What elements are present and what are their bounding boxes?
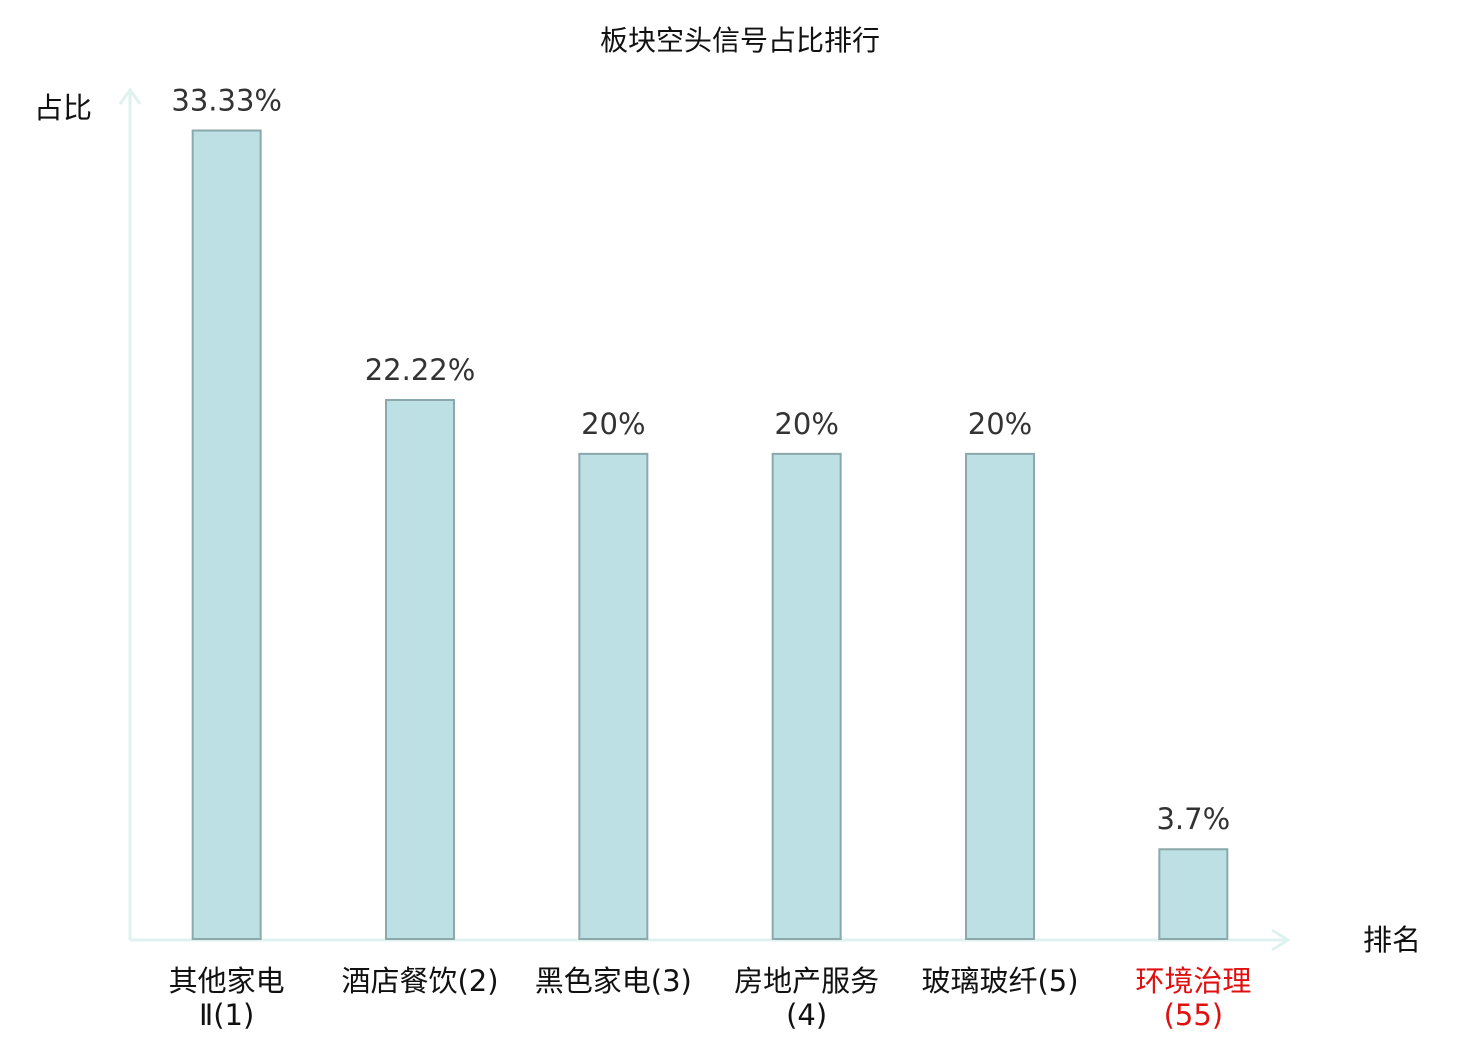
- value-label: 22.22%: [365, 353, 476, 387]
- x-tick-label: 酒店餐饮(2): [341, 964, 499, 998]
- value-label: 3.7%: [1156, 802, 1230, 836]
- bar: [1158, 848, 1229, 941]
- x-tick-label: 房地产服务(4): [734, 964, 880, 1032]
- bar: [191, 129, 262, 941]
- y-axis-label: 占比: [34, 91, 92, 125]
- value-label: 20%: [774, 407, 838, 441]
- value-label: 20%: [968, 407, 1032, 441]
- bar: [578, 452, 649, 940]
- x-tick-label: 黑色家电(3): [534, 964, 692, 998]
- x-axis-arrow: [1271, 928, 1291, 952]
- y-axis-arrow: [118, 87, 142, 105]
- x-tick-label: 玻璃玻纤(5): [921, 964, 1079, 998]
- bar: [965, 452, 1035, 940]
- x-tick-label: 其他家电Ⅱ(1): [168, 964, 285, 1032]
- value-label: 33.33%: [171, 84, 282, 118]
- x-tick-label: 环境治理(55): [1135, 964, 1252, 1032]
- chart-title: 板块空头信号占比排行: [600, 24, 880, 57]
- axes: [118, 87, 1291, 952]
- value-label: 20%: [581, 407, 645, 441]
- x-axis-label: 排名: [1363, 923, 1421, 957]
- bar: [385, 399, 455, 940]
- bar: [771, 452, 842, 940]
